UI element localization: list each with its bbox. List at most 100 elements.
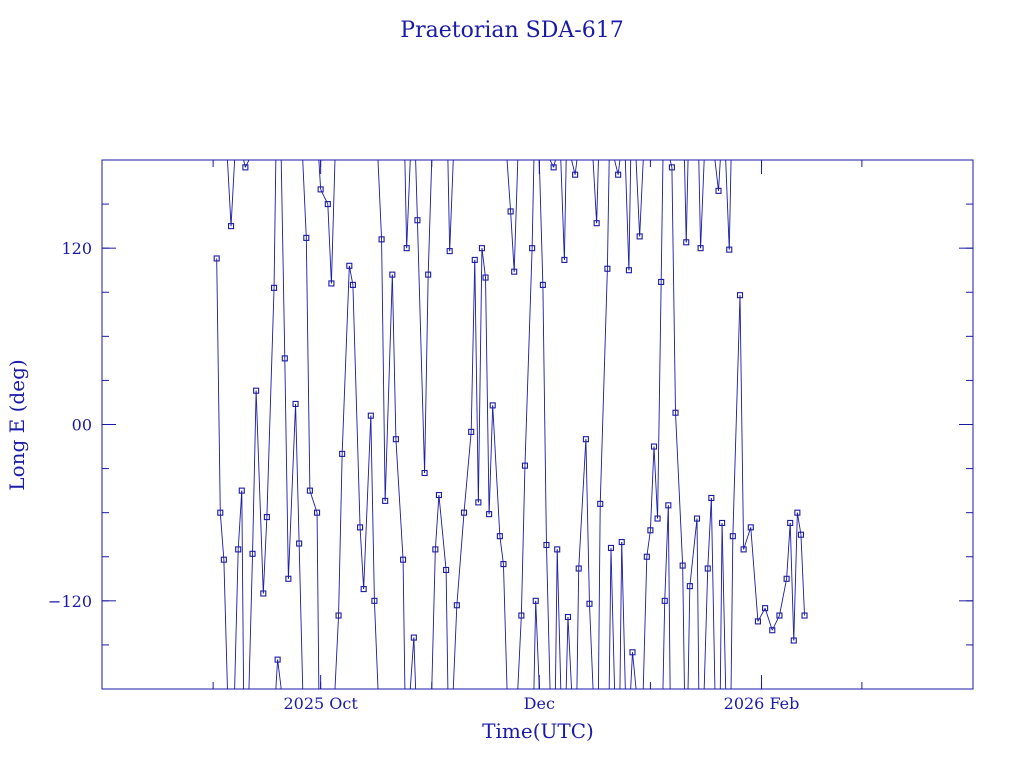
- series-segment: [284, 358, 289, 579]
- data-point: [794, 509, 801, 516]
- series-segment: [252, 390, 257, 554]
- series-segment: [330, 160, 336, 284]
- data-point: [625, 267, 632, 274]
- data-point: [346, 262, 353, 269]
- plot-frame: [101, 159, 974, 690]
- series-segment: [576, 568, 580, 689]
- series-segment: [488, 405, 494, 515]
- data-point: [561, 256, 568, 263]
- series-segment: [352, 284, 361, 528]
- series-segment: [779, 578, 788, 616]
- series-segment: [477, 248, 483, 503]
- series-segment: [685, 160, 689, 243]
- data-point: [736, 292, 744, 299]
- data-point: [414, 217, 421, 224]
- data-point: [636, 233, 643, 240]
- data-point: [238, 487, 245, 494]
- series-layer: [213, 160, 808, 689]
- data-point: [213, 255, 220, 262]
- data-point: [715, 187, 722, 194]
- data-point: [740, 546, 747, 553]
- data-point: [507, 208, 514, 215]
- data-point: [227, 223, 235, 230]
- data-point: [367, 412, 374, 419]
- data-point: [658, 278, 665, 286]
- data-point: [425, 271, 432, 278]
- data-point: [521, 462, 529, 469]
- data-point: [460, 509, 468, 516]
- series-segment: [703, 568, 709, 689]
- data-point: [270, 284, 278, 291]
- series-segment: [730, 536, 734, 689]
- data-point: [629, 649, 636, 656]
- series-segment: [434, 495, 440, 550]
- series-segment: [649, 446, 655, 531]
- data-point: [564, 613, 572, 621]
- series-segment: [606, 160, 610, 269]
- series-segment: [669, 160, 673, 168]
- series-segment: [470, 259, 476, 432]
- data-point: [296, 540, 303, 547]
- series-segment: [243, 160, 246, 168]
- series-segment: [599, 268, 608, 504]
- series-segment: [646, 530, 651, 557]
- data-point: [511, 268, 518, 275]
- data-point: [475, 499, 482, 506]
- x-axis-label: Time(UTC): [482, 719, 594, 743]
- series-segment: [327, 204, 332, 284]
- data-point: [281, 355, 288, 362]
- series-segment: [624, 160, 630, 271]
- axis-ticks: [101, 159, 974, 690]
- series-segment: [653, 446, 659, 519]
- series-segment: [510, 211, 515, 272]
- data-point: [217, 509, 224, 516]
- data-point: [532, 597, 539, 604]
- series-segment: [635, 160, 641, 237]
- series-segment: [241, 490, 245, 689]
- series-segment: [517, 615, 522, 689]
- series-segment: [456, 512, 465, 606]
- series-segment: [452, 605, 458, 689]
- series-segment: [415, 160, 418, 221]
- series-segment: [406, 160, 411, 249]
- series-segment: [402, 559, 406, 689]
- series-segment: [684, 160, 687, 243]
- series-segment: [427, 160, 433, 275]
- data-point: [378, 236, 385, 243]
- data-point: [303, 234, 310, 241]
- series-segment: [404, 160, 408, 249]
- series-segment: [502, 564, 508, 689]
- series-segment: [266, 287, 275, 518]
- series-segment: [565, 616, 569, 689]
- data-point: [729, 533, 736, 540]
- series-segment: [698, 160, 702, 249]
- series-segment: [556, 549, 562, 689]
- series-segment: [513, 160, 519, 272]
- series-segment: [381, 239, 386, 501]
- data-point: [220, 556, 227, 563]
- data-point: [489, 402, 496, 409]
- series-segment: [721, 522, 727, 689]
- data-point: [607, 544, 615, 551]
- data-point: [446, 248, 453, 255]
- data-point: [575, 565, 582, 572]
- series-segment: [373, 600, 379, 689]
- series-segment: [578, 439, 587, 569]
- data-point: [274, 656, 281, 663]
- series-segment: [750, 527, 759, 622]
- data-point: [382, 497, 389, 504]
- data-point: [618, 539, 625, 546]
- data-point: [787, 519, 794, 527]
- data-point: [650, 443, 658, 450]
- data-point: [754, 618, 761, 625]
- series-segment: [610, 547, 616, 689]
- series-segment: [589, 603, 594, 689]
- data-point: [543, 541, 550, 549]
- series-segment: [567, 616, 573, 689]
- series-segment: [786, 522, 791, 579]
- series-segment: [796, 512, 802, 535]
- series-segment: [743, 527, 752, 550]
- series-segment: [667, 505, 671, 689]
- data-point: [453, 602, 460, 609]
- x-tick-labels: 2025 Oct Dec 2026 Feb: [283, 694, 799, 713]
